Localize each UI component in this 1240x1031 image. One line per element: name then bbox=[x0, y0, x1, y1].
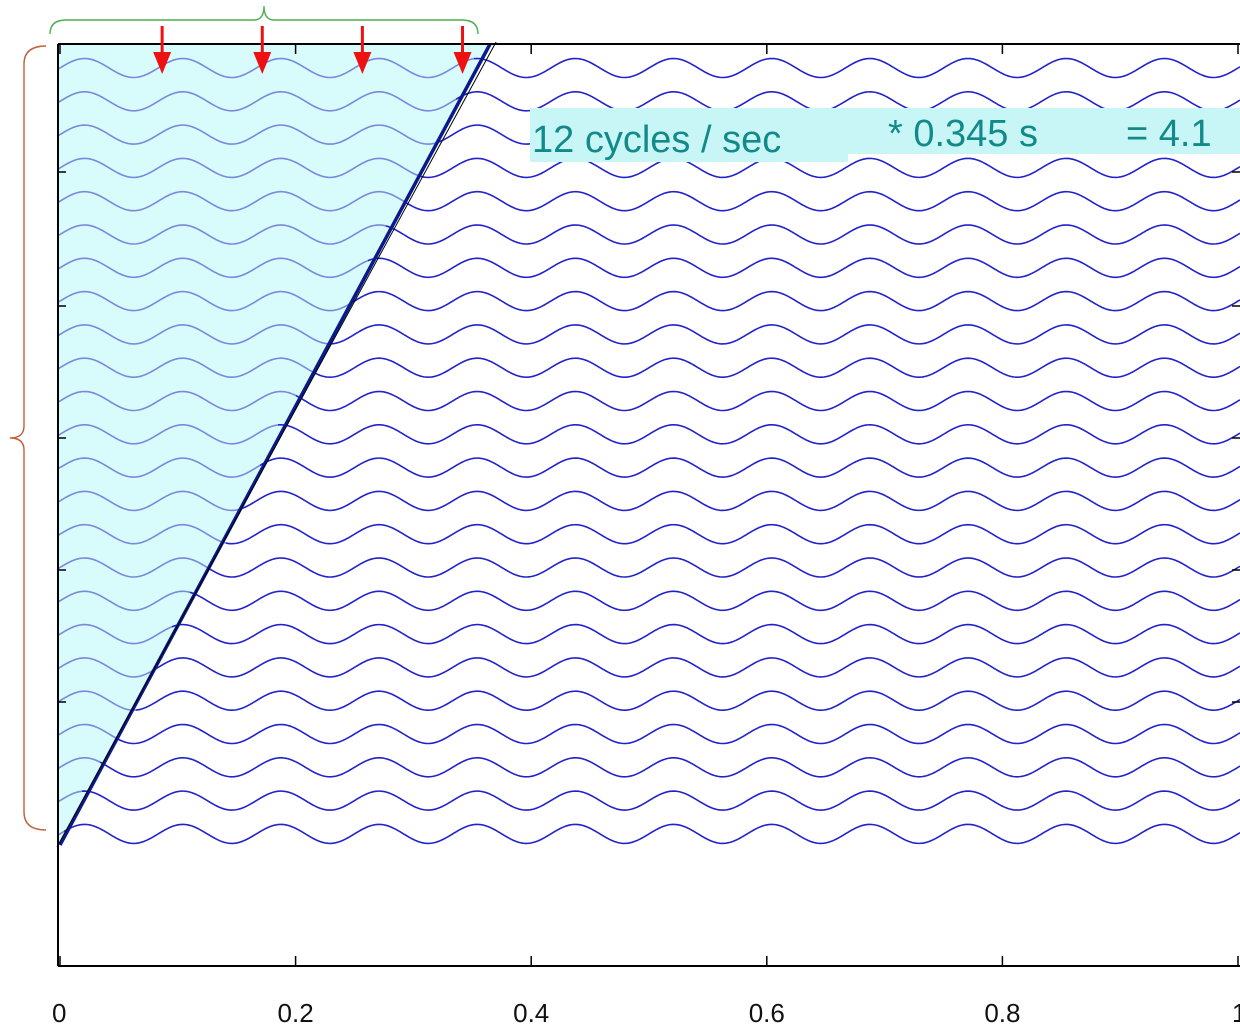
red-arrow-3 bbox=[353, 26, 372, 74]
red-arrow-1 bbox=[153, 26, 172, 74]
red-arrow-4 bbox=[453, 26, 472, 74]
wave-trace-5 bbox=[403, 190, 1240, 212]
x-tick-label-0: 0 bbox=[52, 998, 66, 1026]
wave-trace-10 bbox=[313, 357, 1240, 379]
x-tick-label-3: 0.6 bbox=[749, 998, 785, 1026]
shaded-triangle bbox=[58, 44, 489, 845]
wave-trace-20 bbox=[135, 690, 1240, 712]
wave-trace-shaded-20 bbox=[58, 690, 137, 712]
wave-trace-shaded-6 bbox=[58, 224, 387, 245]
wave-trace-22 bbox=[99, 756, 1240, 778]
wave-trace-shaded-18 bbox=[58, 623, 173, 645]
wave-trace-shaded-15 bbox=[58, 523, 227, 545]
wave-trace-shaded-4 bbox=[58, 157, 421, 179]
wave-trace-17 bbox=[189, 590, 1240, 612]
red-arrow-head-2 bbox=[253, 52, 272, 74]
wave-trace-1 bbox=[473, 57, 1240, 79]
wave-trace-shaded-11 bbox=[58, 390, 297, 412]
wave-trace-11 bbox=[295, 390, 1240, 412]
wave-trace-shaded-5 bbox=[58, 190, 405, 212]
annotation-box-2 bbox=[848, 108, 1088, 154]
x-ticks: 0 0.2 0.4 0.6 0.8 1 bbox=[52, 44, 1240, 1028]
wave-trace-shaded-16 bbox=[58, 557, 209, 578]
wave-trace-shaded-3 bbox=[58, 124, 439, 145]
annotation-time: * 0.345 s bbox=[888, 113, 1038, 155]
wave-trace-9 bbox=[331, 324, 1240, 345]
shaded-region bbox=[58, 44, 489, 845]
wave-trace-13 bbox=[259, 457, 1240, 478]
wave-trace-shaded-19 bbox=[58, 657, 155, 678]
wave-trace-4 bbox=[419, 157, 1240, 179]
diagonal-thin-line bbox=[56, 41, 497, 848]
annotation-frequency: 12 cycles / sec bbox=[532, 119, 781, 161]
wave-trace-23 bbox=[81, 790, 1240, 811]
wave-trace-6 bbox=[385, 224, 1240, 245]
wave-trace-2 bbox=[455, 90, 1240, 112]
wave-trace-shaded-10 bbox=[58, 357, 315, 379]
red-arrow-head-3 bbox=[353, 52, 372, 74]
wave-trace-8 bbox=[349, 290, 1240, 312]
annotation-box-3 bbox=[1088, 108, 1240, 154]
wave-trace-7 bbox=[367, 257, 1240, 279]
wave-trace-shaded-21 bbox=[58, 723, 119, 740]
red-arrow-head-4 bbox=[453, 52, 472, 74]
wave-trace-shaded-7 bbox=[58, 257, 369, 279]
wave-trace-18 bbox=[171, 623, 1240, 645]
wave-trace-16 bbox=[207, 557, 1240, 578]
wave-trace-shaded-8 bbox=[58, 290, 351, 312]
x-tick-label-1: 0.2 bbox=[278, 998, 314, 1026]
annotation-box-1 bbox=[530, 108, 848, 162]
wave-trace-shaded-2 bbox=[58, 91, 457, 112]
left-brace bbox=[9, 45, 47, 831]
wave-trace-shaded-17 bbox=[58, 590, 191, 612]
wave-trace-shaded-14 bbox=[58, 490, 243, 512]
wave-trace-21 bbox=[117, 723, 1240, 745]
x-tick-label-5: 1 bbox=[1232, 998, 1240, 1026]
top-brace bbox=[49, 5, 479, 35]
wave-trace-19 bbox=[153, 657, 1240, 678]
wave-trace-shaded-22 bbox=[58, 757, 101, 770]
red-arrow-2 bbox=[253, 26, 272, 74]
x-tick-label-4: 0.8 bbox=[984, 998, 1020, 1026]
red-arrow-head-1 bbox=[153, 52, 172, 74]
wave-trace-15 bbox=[225, 523, 1240, 545]
wave-trace-shaded-12 bbox=[58, 424, 279, 445]
annotation: 12 cycles / sec * 0.345 s = 4.1 bbox=[530, 108, 1240, 162]
wave-trace-14 bbox=[241, 490, 1240, 512]
braces bbox=[9, 5, 479, 831]
red-arrows bbox=[153, 26, 472, 74]
wave-trace-shaded-23 bbox=[58, 790, 83, 803]
wave-trace-12 bbox=[277, 423, 1240, 445]
diagonal-line bbox=[58, 43, 492, 846]
axes bbox=[57, 43, 1240, 967]
annotation-result: = 4.1 bbox=[1126, 113, 1212, 155]
wave-trace-shaded-9 bbox=[58, 324, 333, 345]
x-tick-label-2: 0.4 bbox=[513, 998, 549, 1026]
wave-trace-shaded-13 bbox=[58, 457, 261, 478]
wave-trace-24 bbox=[63, 823, 1240, 845]
